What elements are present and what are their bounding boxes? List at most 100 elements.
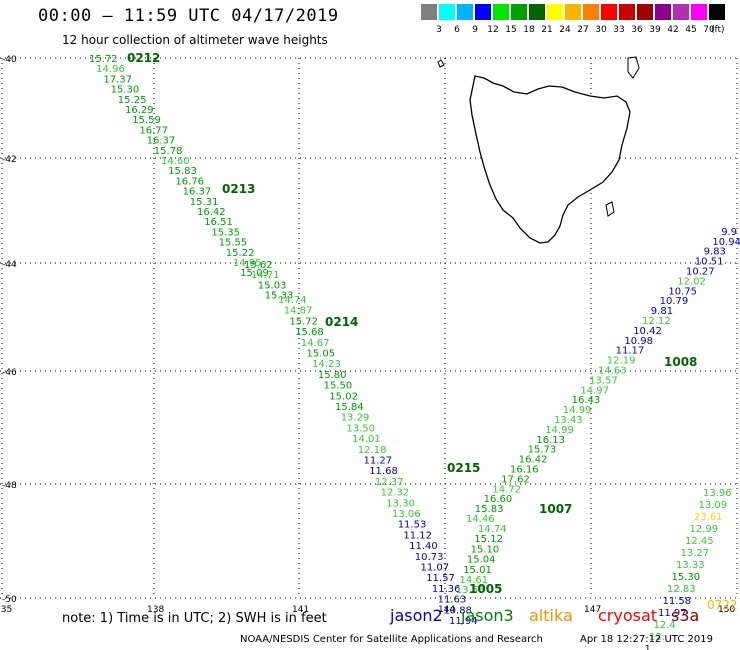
swh-value: 15.50 xyxy=(324,381,353,392)
swh-value: 10.73 xyxy=(415,552,444,563)
swh-value: 10.51 xyxy=(695,257,724,268)
swh-value: 12.37 xyxy=(375,477,404,488)
legend-label: 6 xyxy=(454,25,460,35)
pass-id: 0215 xyxy=(447,461,480,475)
swh-value: 17.37 xyxy=(103,74,132,85)
legend-swatch xyxy=(655,4,671,20)
pass-id: 0212 xyxy=(127,51,160,65)
lon-label: 144 xyxy=(438,605,455,615)
satellite-label-s3a: s3a xyxy=(671,606,700,625)
swh-value: 11.57 xyxy=(426,573,455,584)
swh-value: 15.02 xyxy=(329,391,358,402)
legend-label: 27 xyxy=(577,25,589,35)
swh-value: 15.10 xyxy=(471,544,500,555)
swh-value: 9.9 xyxy=(721,227,737,238)
swh-value: 12.32 xyxy=(381,488,410,499)
swh-value: 16.37 xyxy=(183,187,212,198)
swh-value: 13.50 xyxy=(346,423,375,434)
lat-label: -48 xyxy=(2,481,17,491)
swh-value: 13.57 xyxy=(589,375,618,386)
swh-value: 10.42 xyxy=(633,326,662,337)
swh-value: 12.45 xyxy=(685,536,714,547)
swh-value: 15.25 xyxy=(118,95,147,106)
swh-value: 14.46 xyxy=(466,514,495,525)
swh-value: 14.71 xyxy=(251,270,280,281)
swh-value: 12. xyxy=(649,632,665,643)
legend-label: 36 xyxy=(631,25,643,35)
swh-value: 13.33 xyxy=(676,560,705,571)
swh-value: 13.30 xyxy=(386,498,415,509)
swh-value: 16.51 xyxy=(204,217,233,228)
swh-value: 15.55 xyxy=(219,238,248,249)
swh-value: 14.61 xyxy=(460,575,489,586)
swh-value: 15.04 xyxy=(467,555,496,566)
legend-swatch xyxy=(601,4,617,20)
swh-value: 11.58 xyxy=(663,596,692,607)
swh-value: 15.80 xyxy=(318,370,347,381)
swh-value: 15.72 xyxy=(289,316,318,327)
swh-value: 14.99 xyxy=(545,425,574,436)
swh-value: 15.30 xyxy=(672,572,701,583)
swh-value: 16.16 xyxy=(510,465,539,476)
swh-value: 14.99 xyxy=(563,405,592,416)
swh-value: 14.87 xyxy=(284,306,313,317)
footer-timestamp: Apr 18 12:27:12 UTC 2019 xyxy=(580,634,713,645)
note-text: note: 1) Time is in UTC; 2) SWH is in fe… xyxy=(62,611,327,626)
swh-value: 11.17 xyxy=(616,346,645,357)
swh-value: 12.4 xyxy=(654,620,676,631)
legend-label: 21 xyxy=(541,25,553,35)
swh-value: 11.12 xyxy=(403,530,432,541)
footer-credit: NOAA/NESDIS Center for Satellite Applica… xyxy=(240,634,543,645)
satellite-tracks: 15.7214.9617.3715.3015.2516.2915.5916.77… xyxy=(89,51,740,650)
legend-unit: (ft) xyxy=(711,25,725,35)
swh-value: 15.59 xyxy=(132,115,161,126)
legend-swatch xyxy=(439,4,455,20)
lat-label: -40 xyxy=(2,55,17,65)
swh-value: 15.35 xyxy=(211,227,240,238)
island-king xyxy=(437,59,445,68)
legend-swatch xyxy=(673,4,689,20)
legend-label: 70 xyxy=(703,25,715,35)
swh-value: 15.12 xyxy=(474,534,503,545)
swh-value: 16.42 xyxy=(519,455,548,466)
lat-label: -46 xyxy=(2,368,17,378)
swh-value: 14.95 xyxy=(233,258,262,269)
swh-value: 11.97 xyxy=(658,608,687,619)
swh-value: 15.68 xyxy=(295,327,324,338)
swh-value: 11.27 xyxy=(364,456,393,467)
lon-label: 141 xyxy=(292,605,309,615)
legend-swatch xyxy=(709,4,725,20)
swh-value: 12.18 xyxy=(358,445,387,456)
swh-value: 14.97 xyxy=(580,385,609,396)
island-flinders xyxy=(627,56,640,79)
swh-value: 11.63 xyxy=(438,595,467,606)
map-subtitle: 12 hour collection of altimeter wave hei… xyxy=(62,33,328,47)
legend-swatch xyxy=(691,4,707,20)
legend-swatch xyxy=(493,4,509,20)
satellite-label-cryosat: cryosat xyxy=(598,606,658,625)
swh-value: 14.72 xyxy=(492,484,521,495)
swh-value: 23.61 xyxy=(694,512,723,523)
swh-value: 11.94 xyxy=(449,616,478,627)
swh-value: 12.02 xyxy=(677,276,706,287)
swh-value: 14.74 xyxy=(478,524,507,535)
legend-label: 18 xyxy=(523,25,535,35)
legend-swatch xyxy=(475,4,491,20)
swh-value: 10.79 xyxy=(660,296,689,307)
swh-value: 15.73 xyxy=(528,445,557,456)
swh-value: 13.06 xyxy=(392,509,421,520)
legend-swatch xyxy=(511,4,527,20)
legend-swatch xyxy=(457,4,473,20)
swh-value: 15.05 xyxy=(307,349,336,360)
swh-value: 16.42 xyxy=(197,207,226,218)
swh-value: 13.56 xyxy=(456,585,485,596)
lon-label: 150 xyxy=(718,605,735,615)
swh-value: 16.60 xyxy=(484,494,513,505)
swh-value: 15.62 xyxy=(244,260,273,271)
swh-value: 11.07 xyxy=(421,563,450,574)
swh-value: 15.09 xyxy=(240,268,269,279)
satellite-label-jason2: jason2 xyxy=(390,606,443,625)
swh-value: 11.36 xyxy=(432,584,461,595)
lon-label: 147 xyxy=(584,605,601,615)
